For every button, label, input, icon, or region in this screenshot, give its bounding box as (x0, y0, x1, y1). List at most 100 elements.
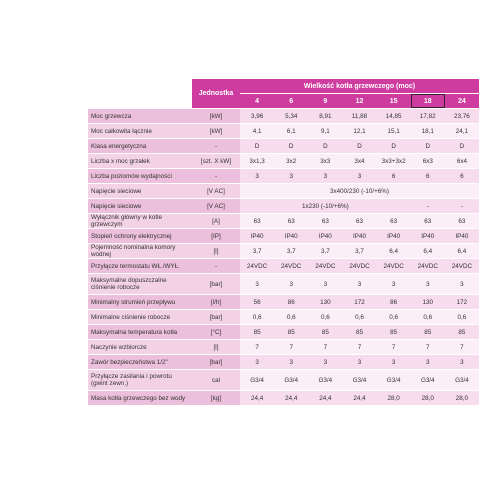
cell: 130 (308, 295, 343, 309)
cell: 86 (376, 295, 411, 309)
cell: 0,6 (444, 310, 479, 324)
cell: 7 (308, 340, 343, 354)
row-label: Moc grzewcza (88, 109, 192, 123)
row-label: Napięcie sieciowe (88, 199, 192, 213)
table-row: Minimalny strumień przepływu [l/h] 56 86 130… (88, 295, 479, 309)
cell: 85 (308, 325, 343, 339)
cell: 4,1 (240, 124, 275, 138)
row-label: Przyłącze zasilania i powrotu (gwint zew… (88, 370, 192, 390)
size-header: 15 (376, 94, 411, 108)
table-row: Liczba poziomów wydajności -3 3 3 3 6 6 6 (88, 169, 479, 183)
cell: 172 (444, 295, 479, 309)
row-unit: [IP] (192, 229, 240, 243)
cell: 3 (274, 274, 309, 294)
table-row: Moc całkowita łącznie [kW] 4,1 6,1 9,1 12,1 15… (88, 124, 479, 138)
cell: D (410, 139, 445, 153)
cell: G3/4 (410, 370, 445, 390)
cell: 28,0 (410, 391, 445, 405)
cell: 11,88 (342, 109, 377, 123)
header-sizes: 4 6 9 12 15 18 24 (88, 94, 479, 108)
cell: 6,4 (410, 244, 445, 258)
cell: 24,4 (342, 391, 377, 405)
cell: G3/4 (240, 370, 275, 390)
cell: 5,34 (274, 109, 309, 123)
cell: 85 (444, 325, 479, 339)
cell: 3 (274, 169, 309, 183)
cell: 172 (342, 295, 377, 309)
cell: 24,1 (444, 124, 479, 138)
spec-table: Jednostka Wielkość kotła grzewczego (moc… (88, 78, 479, 406)
cell: 3 (376, 355, 411, 369)
cell: 7 (444, 340, 479, 354)
cell: G3/4 (274, 370, 309, 390)
cell: 63 (308, 214, 343, 228)
cell: 3x400/230 (-10/+6%) (240, 184, 479, 198)
cell: 9,1 (308, 124, 343, 138)
cell: 3 (274, 355, 309, 369)
cell: 17,82 (410, 109, 445, 123)
table-row: Wyłącznik główny w kotle grzewczym [A] 63 6… (88, 214, 479, 228)
cell: 0,6 (376, 310, 411, 324)
row-label: Moc całkowita łącznie (88, 124, 192, 138)
cell: IP40 (410, 229, 445, 243)
header-row: Jednostka Wielkość kotła grzewczego (moc… (88, 79, 479, 108)
row-unit: [bar] (192, 274, 240, 294)
cell: 7 (342, 340, 377, 354)
cell: 6x3 (410, 154, 445, 168)
cell: 24,4 (240, 391, 275, 405)
row-unit: [l] (192, 244, 240, 258)
table-row: Klasa energetyczna - D D D D D D D (88, 139, 479, 153)
cell: 3 (342, 274, 377, 294)
cell: G3/4 (444, 370, 479, 390)
cell: IP40 (376, 229, 411, 243)
row-label: Stopień ochrony elektrycznej (88, 229, 192, 243)
cell: 24VDC (274, 259, 309, 273)
cell: 3 (240, 169, 275, 183)
cell: 85 (342, 325, 377, 339)
cell: 24VDC (342, 259, 377, 273)
cell: G3/4 (342, 370, 377, 390)
cell: D (376, 139, 411, 153)
cell: 85 (274, 325, 309, 339)
cell: 6 (376, 169, 411, 183)
row-unit: [l] (192, 340, 240, 354)
cell: 3x4 (342, 154, 377, 168)
cell: 1x230 (-10/+6%) (240, 199, 411, 213)
row-unit: [°C] (192, 325, 240, 339)
row-unit: - (192, 259, 240, 273)
cell: 3 (240, 274, 275, 294)
cell: 6 (410, 169, 445, 183)
row-unit: [V AC] (192, 184, 240, 198)
row-label: Pojemność nominalna komory wodnej (88, 244, 192, 258)
cell: IP40 (240, 229, 275, 243)
cell: 3,7 (274, 244, 309, 258)
cell: 0,6 (342, 310, 377, 324)
row-unit: - (192, 139, 240, 153)
cell: 0,6 (240, 310, 275, 324)
table-row: Pojemność nominalna komory wodnej [l] 3,7 3… (88, 244, 479, 258)
cell: 24VDC (410, 259, 445, 273)
cell: 3 (342, 169, 377, 183)
cell: 12,1 (342, 124, 377, 138)
cell: D (308, 139, 343, 153)
row-unit: [kW] (192, 109, 240, 123)
row-label: Klasa energetyczna (88, 139, 192, 153)
row-label: Masa kotła grzewczego bez wody (88, 391, 192, 405)
table-row: Masa kotła grzewczego bez wody [kg] 24,4 24… (88, 391, 479, 405)
header-blank (88, 79, 192, 108)
cell: G3/4 (376, 370, 411, 390)
cell: 3 (376, 274, 411, 294)
row-label: Zawór bezpieczeństwa 1/2" (88, 355, 192, 369)
row-unit: [V AC] (192, 199, 240, 213)
row-label: Naczynie wzbiorcze (88, 340, 192, 354)
cell: IP40 (342, 229, 377, 243)
row-label: Minimalny strumień przepływu (88, 295, 192, 309)
cell: 3 (444, 355, 479, 369)
row-unit: cal (192, 370, 240, 390)
cell: 3 (308, 274, 343, 294)
size-header: 18 (410, 94, 445, 108)
row-label: Maksymalna temperatura kotła (88, 325, 192, 339)
cell: 3,96 (240, 109, 275, 123)
cell: 7 (240, 340, 275, 354)
table-row: Maksymalna temperatura kotła [°C] 85 85 85 85… (88, 325, 479, 339)
